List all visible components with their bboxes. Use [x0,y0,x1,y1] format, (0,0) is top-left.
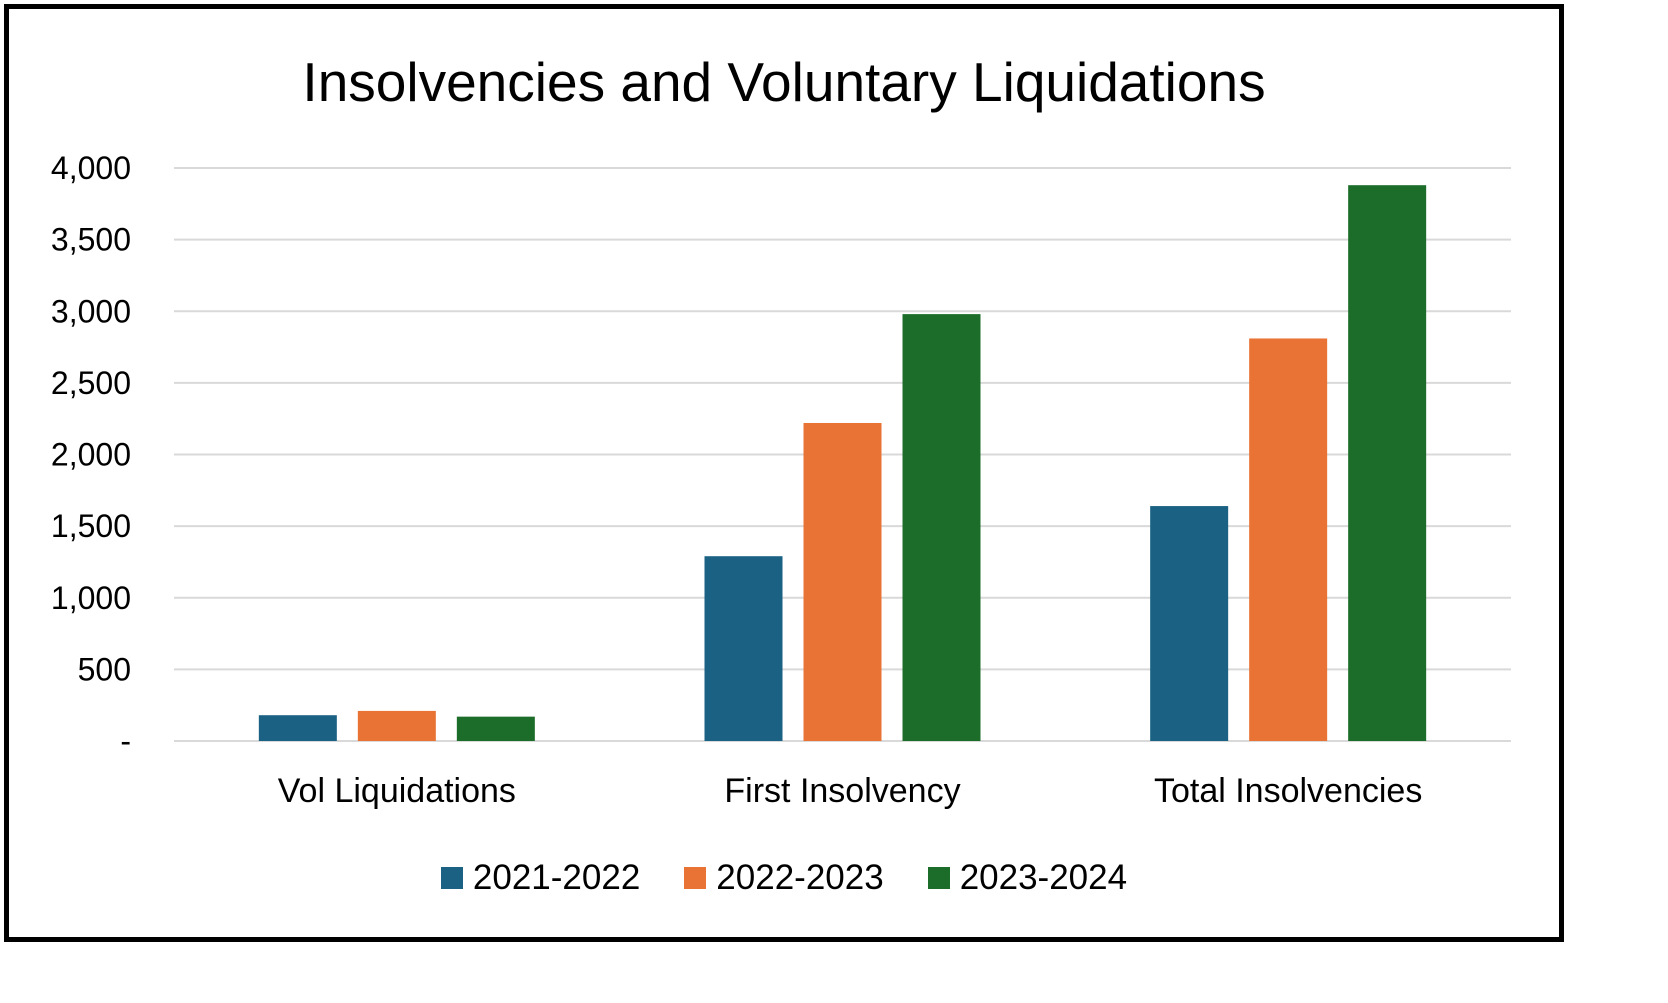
legend-swatch [927,867,950,889]
y-tick-label: - [120,723,131,759]
bar [704,556,783,741]
legend-item: 2021-2022 [440,857,641,899]
bar [1348,185,1427,741]
legend-label: 2023-2024 [959,858,1128,897]
x-category-label: Vol Liquidations [278,772,516,810]
bar [258,715,337,741]
y-tick-label: 500 [78,651,131,687]
x-category-label: First Insolvency [724,772,960,810]
bar [803,422,882,741]
bar [357,710,436,741]
y-tick-label: 3,500 [51,222,131,258]
y-tick-label: 1,000 [51,580,131,616]
legend-item: 2022-2023 [684,857,884,899]
y-tick-label: 1,500 [51,508,131,544]
bar [456,716,535,741]
x-category-label: Total Insolvencies [1154,772,1422,810]
x-axis-categories: Vol Liquidations First Insolvency Total In… [278,772,1423,810]
bars [258,185,1427,741]
legend-label: 2021-2022 [472,858,641,897]
bar [1249,338,1328,741]
plot-area: -5001,0001,5002,0002,5003,0003,5004,000 … [51,150,1511,810]
y-tick-label: 3,000 [51,293,131,329]
chart-title: Insolvencies and Voluntary Liquidations [302,51,1266,113]
legend-label: 2022-2023 [716,858,884,897]
y-tick-label: 4,000 [51,150,131,186]
legend: 2021-2022 2022-2023 2023-2024 [9,857,1559,899]
legend-swatch [684,867,707,889]
legend-item: 2023-2024 [927,857,1128,899]
bar [902,314,981,741]
chart-frame: Insolvencies and Voluntary Liquidations … [4,4,1564,942]
legend-swatch [440,867,463,889]
y-tick-label: 2,500 [51,365,131,401]
y-tick-label: 2,000 [51,437,131,473]
bar [1150,506,1229,741]
